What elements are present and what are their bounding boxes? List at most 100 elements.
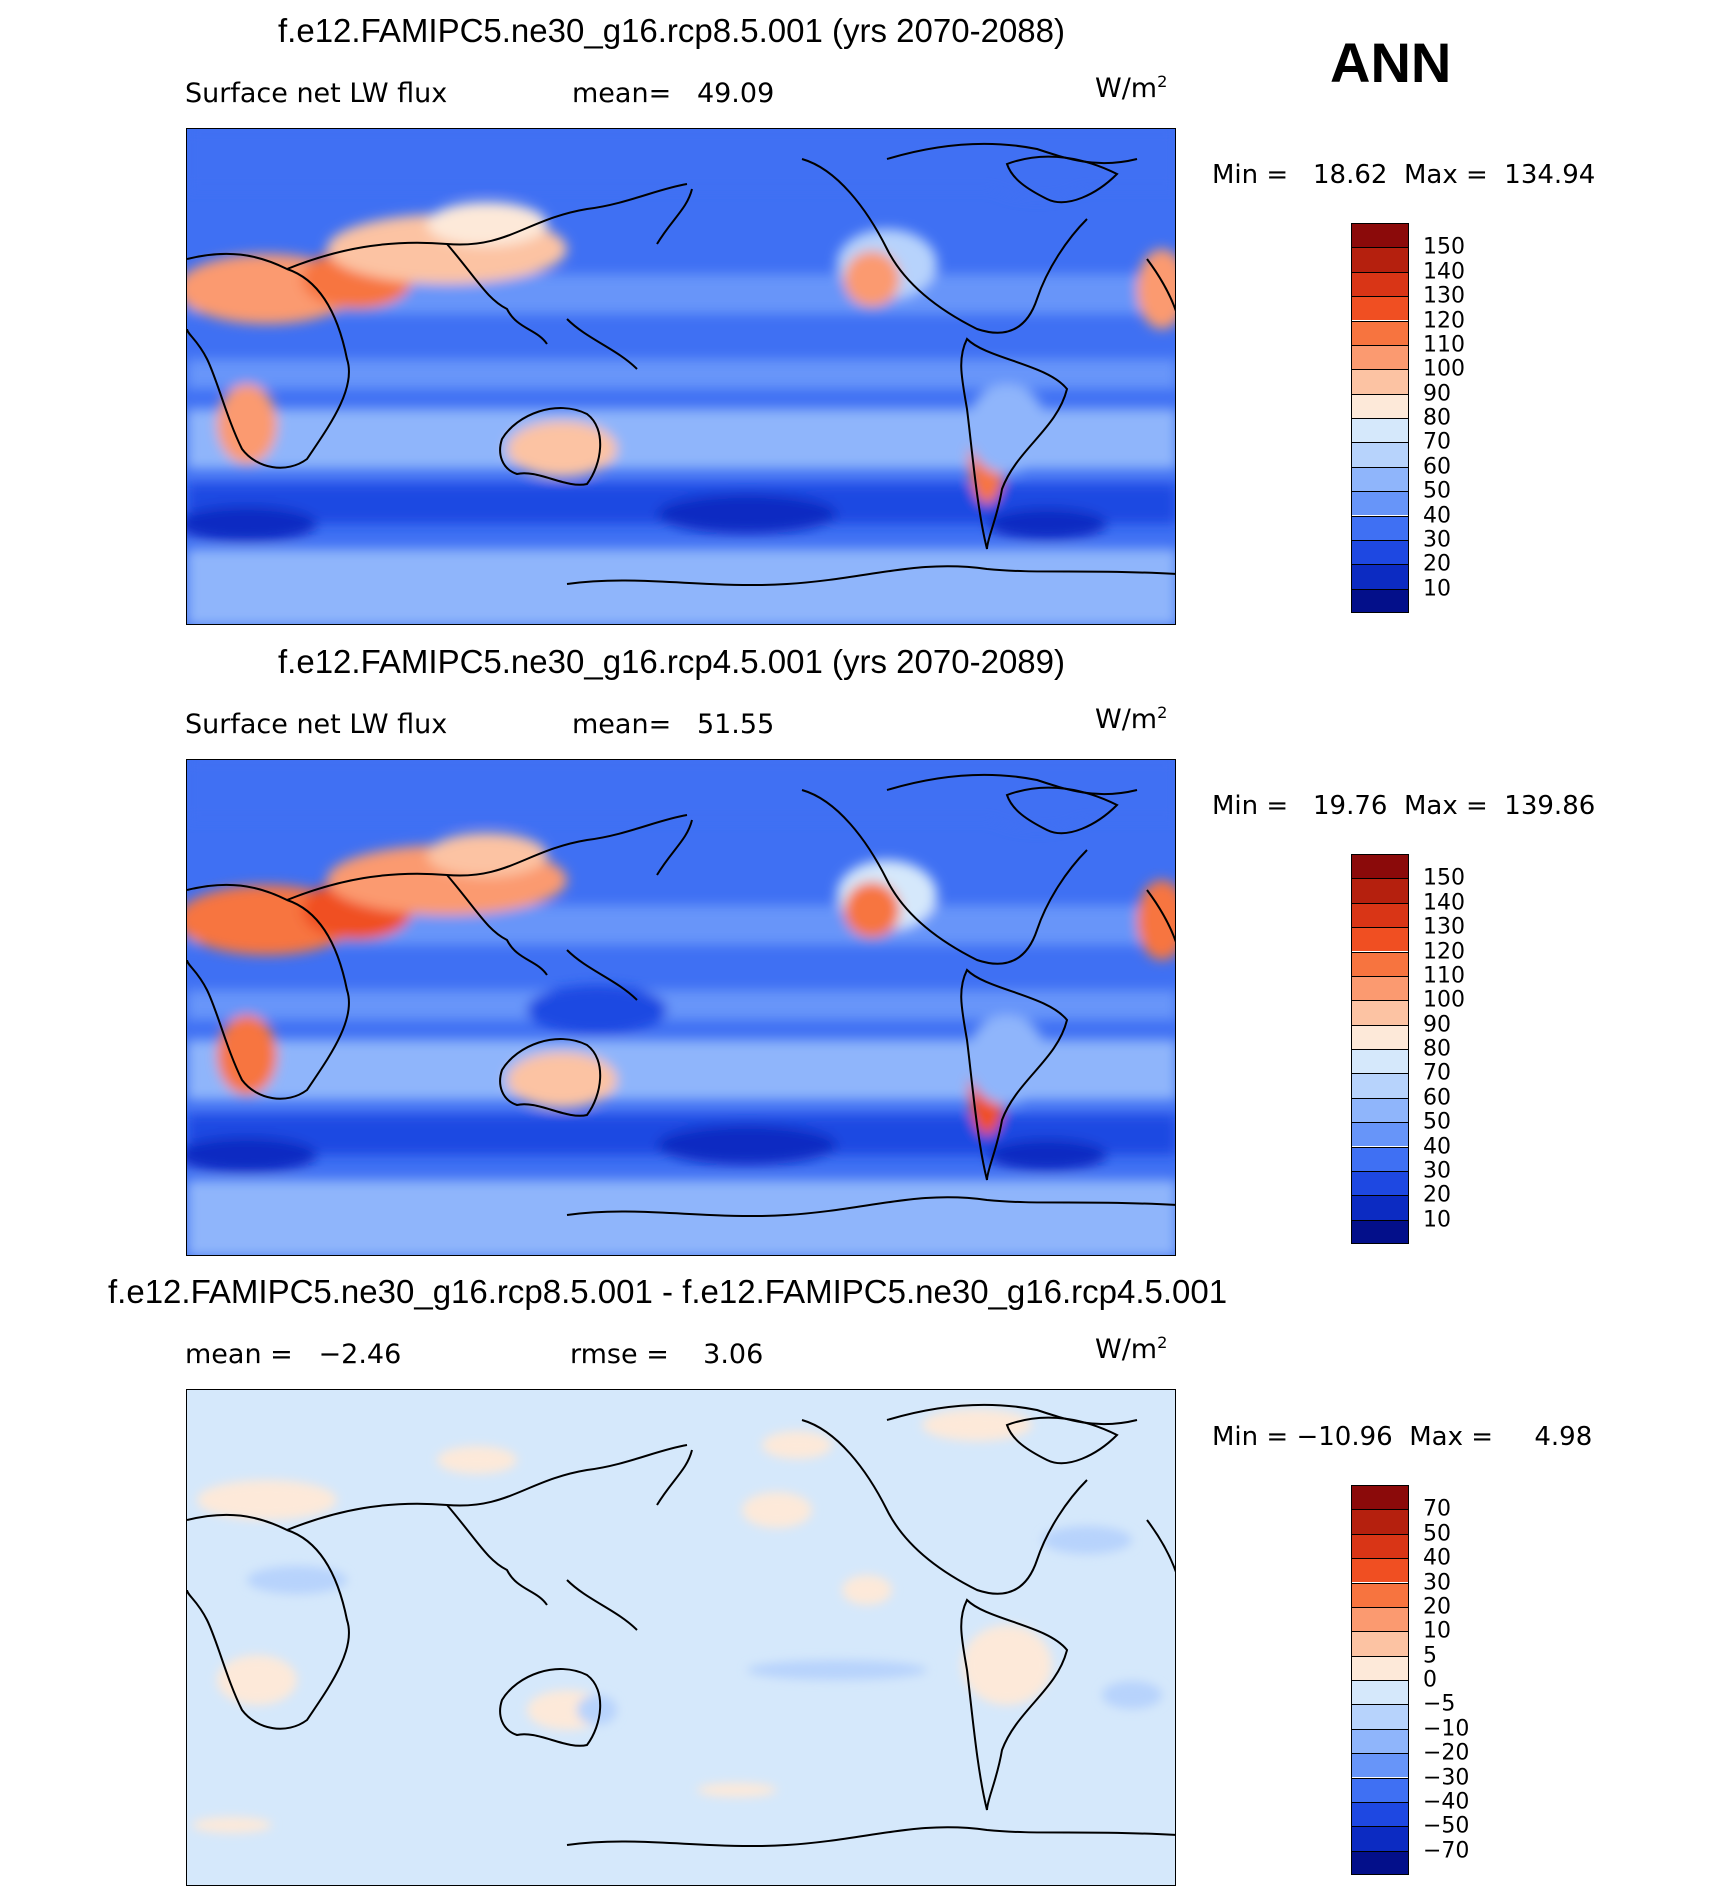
colorbar-swatch — [1351, 854, 1409, 879]
min-max-readout: Min = 18.62 Max = 134.94 — [1212, 160, 1596, 190]
colorbar-swatch — [1351, 1801, 1409, 1827]
colorbar-swatch — [1351, 1146, 1409, 1171]
min-max-readout: Min = 19.76 Max = 139.86 — [1212, 791, 1596, 821]
season-label: ANN — [1330, 31, 1452, 94]
colorbar-swatch — [1351, 515, 1409, 540]
colorbar-label: 20 — [1423, 551, 1451, 577]
colorbar-label: 30 — [1423, 1570, 1451, 1595]
colorbar-label: −5 — [1423, 1691, 1456, 1717]
colorbar-swatch — [1351, 1049, 1409, 1074]
colorbar-label: 70 — [1423, 1496, 1451, 1522]
colorbar-swatch — [1351, 1533, 1409, 1559]
colorbar-label: 130 — [1423, 914, 1465, 940]
rmse-stat: rmse = 3.06 — [570, 1339, 764, 1370]
units-label: W/m2 — [1095, 703, 1168, 735]
colorbar-label: 40 — [1423, 503, 1451, 528]
mean-stat: mean= 51.55 — [572, 709, 775, 740]
colorbar-swatch — [1351, 1753, 1409, 1778]
map-plot-rcp85 — [186, 128, 1176, 625]
colorbar-label: 140 — [1423, 259, 1465, 285]
colorbar-label: 60 — [1423, 1085, 1451, 1111]
colorbar-label: −50 — [1423, 1813, 1470, 1839]
map-plot-difference — [186, 1389, 1176, 1886]
colorbar-label: 30 — [1423, 527, 1451, 553]
colorbar-label: −30 — [1423, 1765, 1470, 1790]
colorbar-swatch — [1351, 418, 1409, 443]
colorbar-swatch — [1351, 1704, 1409, 1729]
mean-stat: mean = −2.46 — [185, 1339, 402, 1370]
colorbar-label: 90 — [1423, 1012, 1451, 1038]
colorbar-swatch — [1351, 344, 1409, 370]
colorbar-swatch — [1351, 1509, 1409, 1534]
colorbar-label: 150 — [1423, 865, 1465, 891]
colorbar-label: 5 — [1423, 1643, 1437, 1669]
colorbar-label: 20 — [1423, 1182, 1451, 1208]
colorbar-label: −40 — [1423, 1789, 1470, 1815]
colorbar-label: −20 — [1423, 1740, 1470, 1766]
colorbar-swatch — [1351, 320, 1409, 345]
colorbar-swatch — [1351, 1558, 1409, 1583]
colorbar-swatch — [1351, 466, 1409, 492]
colorbar-swatch — [1351, 442, 1409, 467]
colorbar-label: 60 — [1423, 454, 1451, 480]
colorbar-swatch — [1351, 1631, 1409, 1656]
colorbar-label: 50 — [1423, 478, 1451, 504]
colorbar-swatch — [1351, 1000, 1409, 1025]
map-field — [187, 760, 1175, 1255]
colorbar-swatch — [1351, 1485, 1409, 1510]
colorbar-swatch — [1351, 491, 1409, 516]
colorbar-swatch — [1351, 1826, 1409, 1851]
colorbar-swatch — [1351, 1073, 1409, 1098]
colorbar-swatch — [1351, 271, 1409, 297]
colorbar-swatch — [1351, 564, 1409, 589]
colorbar-label: 140 — [1423, 890, 1465, 916]
colorbar-swatch — [1351, 247, 1409, 272]
colorbar-label: 10 — [1423, 576, 1451, 602]
colorbar-swatch — [1351, 1655, 1409, 1680]
panel-title: f.e12.FAMIPC5.ne30_g16.rcp8.5.001 (yrs 2… — [278, 12, 1065, 49]
colorbar-label: 100 — [1423, 987, 1465, 1013]
colorbar-swatch — [1351, 369, 1409, 394]
variable-label: Surface net LW flux — [185, 78, 448, 109]
colorbar-label: 20 — [1423, 1594, 1451, 1620]
colorbar-label: 150 — [1423, 234, 1465, 260]
colorbar-frame — [1351, 223, 1409, 613]
colorbar-swatch — [1351, 1219, 1409, 1244]
mean-stat: mean= 49.09 — [572, 78, 775, 109]
colorbar-label: 80 — [1423, 1036, 1451, 1062]
colorbar-swatch — [1351, 902, 1409, 928]
colorbar-swatch — [1351, 588, 1409, 613]
colorbar-label: 70 — [1423, 1060, 1451, 1086]
colorbar-swatch — [1351, 1680, 1409, 1705]
colorbar-label: 130 — [1423, 283, 1465, 309]
colorbar-swatch — [1351, 927, 1409, 952]
colorbar-label: 90 — [1423, 381, 1451, 407]
colorbar-label: −70 — [1423, 1838, 1470, 1864]
map-field — [187, 129, 1175, 624]
colorbar-swatch — [1351, 975, 1409, 1001]
colorbar-swatch — [1351, 878, 1409, 903]
colorbar-label: 120 — [1423, 939, 1465, 964]
colorbar-swatch — [1351, 1097, 1409, 1123]
colorbar-label: 10 — [1423, 1618, 1451, 1644]
colorbar-swatch — [1351, 539, 1409, 565]
units-label: W/m2 — [1095, 1333, 1168, 1365]
map-field — [187, 1390, 1175, 1885]
colorbar-frame — [1351, 854, 1409, 1244]
panel-title: f.e12.FAMIPC5.ne30_g16.rcp4.5.001 (yrs 2… — [278, 643, 1065, 680]
colorbar-swatch — [1351, 393, 1409, 418]
colorbar-label: 50 — [1423, 1521, 1451, 1547]
units-label: W/m2 — [1095, 72, 1168, 104]
colorbar-label: 100 — [1423, 356, 1465, 382]
colorbar-swatch — [1351, 1728, 1409, 1754]
colorbar-swatch — [1351, 223, 1409, 248]
colorbar-frame — [1351, 1485, 1409, 1875]
colorbar-label: 80 — [1423, 405, 1451, 431]
colorbar-label: 50 — [1423, 1109, 1451, 1135]
colorbar-swatch — [1351, 1024, 1409, 1049]
colorbar-label: 40 — [1423, 1545, 1451, 1571]
colorbar-swatch — [1351, 1606, 1409, 1632]
colorbar-label: 40 — [1423, 1134, 1451, 1159]
colorbar-swatch — [1351, 1122, 1409, 1147]
colorbar-rcp85: 150 140 130 120 110 100 90 80 70 60 50 4… — [1351, 223, 1491, 613]
